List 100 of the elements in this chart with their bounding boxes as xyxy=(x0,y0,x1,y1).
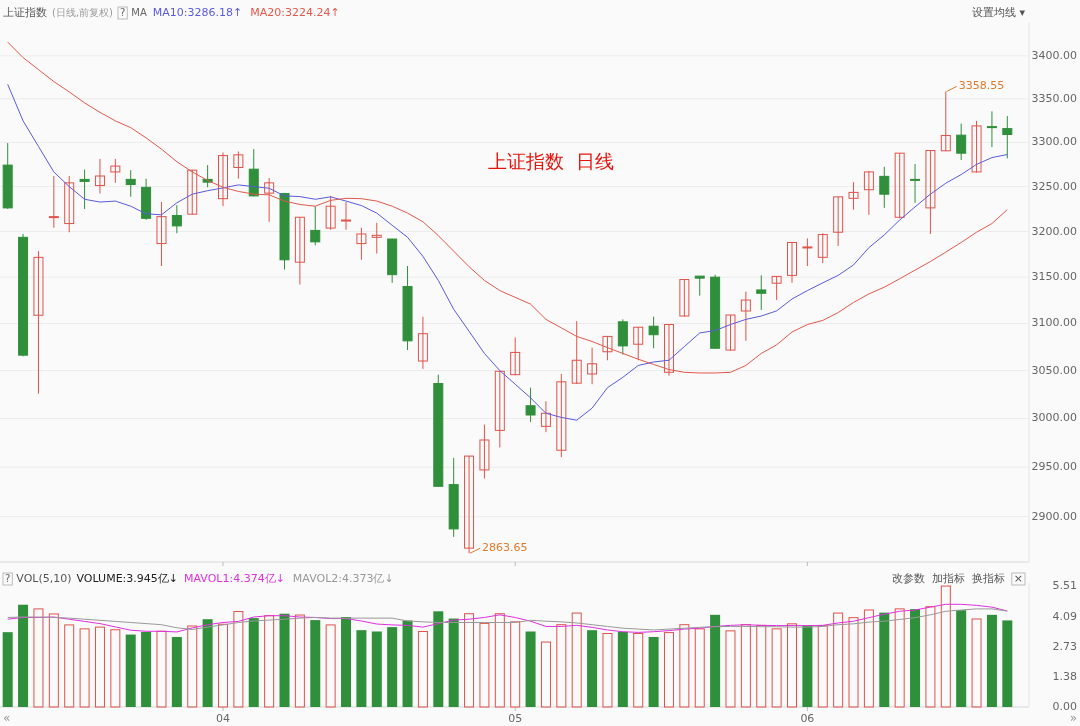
candlestick xyxy=(756,274,767,311)
bar xyxy=(694,628,705,708)
candlestick xyxy=(79,169,90,210)
candlestick xyxy=(817,232,828,264)
bar xyxy=(125,634,136,707)
bar xyxy=(294,614,305,708)
bar xyxy=(464,613,475,708)
candlestick xyxy=(787,241,798,284)
bar xyxy=(787,623,798,708)
text: MA10:3286.18↑ xyxy=(152,6,243,19)
bar xyxy=(663,632,674,708)
bar xyxy=(879,612,890,707)
bar xyxy=(110,629,121,708)
text: MA xyxy=(131,7,147,18)
bar xyxy=(894,608,905,708)
bar xyxy=(279,613,290,707)
candlestick xyxy=(525,387,536,423)
bar xyxy=(64,624,75,708)
bar xyxy=(371,631,382,707)
text: MAVOL1:4.374亿↓ xyxy=(184,572,285,585)
chart-title: 上证指数 xyxy=(3,6,47,19)
bar xyxy=(171,636,182,707)
text: MA20:3224.24↑ xyxy=(250,6,340,19)
bar xyxy=(341,617,352,707)
annotation: × xyxy=(1013,572,1023,585)
bar xyxy=(940,585,951,708)
bar xyxy=(233,611,244,708)
candlestick xyxy=(848,181,859,211)
x-tick-label: 05 xyxy=(508,712,523,725)
bar xyxy=(494,613,505,708)
bar xyxy=(633,632,644,708)
candlestick xyxy=(740,291,751,342)
candlestick xyxy=(540,400,551,433)
candlestick xyxy=(802,237,813,267)
bar xyxy=(402,620,413,707)
candlestick xyxy=(971,120,982,174)
bar xyxy=(648,636,659,707)
bar xyxy=(1002,620,1013,707)
y-tick-label: 3200.00 xyxy=(1031,224,1077,238)
candlestick xyxy=(956,123,967,161)
text: 设置均线 ▾ xyxy=(971,6,1026,19)
annotation: 2863.65 xyxy=(482,541,528,555)
bar xyxy=(571,612,582,708)
candlestick xyxy=(294,216,305,285)
y-tick-label: 2900.00 xyxy=(1031,509,1077,523)
candlestick xyxy=(771,275,782,301)
annotation: 3358.55 xyxy=(958,79,1005,93)
candlestick xyxy=(633,326,644,361)
candlestick xyxy=(187,169,198,216)
candlestick xyxy=(556,373,567,458)
y-tick-label: 3300.00 xyxy=(1031,135,1077,149)
bar xyxy=(771,628,782,708)
annotation: 改参数 xyxy=(891,572,925,585)
bar xyxy=(325,624,336,708)
text: ? xyxy=(119,7,126,18)
bar xyxy=(156,630,167,708)
candlestick xyxy=(217,151,228,207)
bar xyxy=(525,631,536,707)
y-tick-label: 3400.00 xyxy=(1031,48,1077,62)
bar xyxy=(848,617,859,708)
bar xyxy=(756,624,767,708)
annotation: ? xyxy=(5,573,11,584)
bar xyxy=(510,621,521,708)
bar xyxy=(356,630,367,707)
bar xyxy=(2,632,13,707)
annotation: 加指标 xyxy=(931,572,965,585)
candlestick xyxy=(679,278,690,317)
text: MAVOL2:4.373亿↓ xyxy=(292,572,394,585)
bar xyxy=(264,615,275,708)
bar xyxy=(617,631,628,707)
candlestick xyxy=(910,163,921,204)
annotation: 换指标 xyxy=(971,572,1005,585)
bar xyxy=(986,614,997,707)
candlestick xyxy=(356,227,367,261)
bar xyxy=(725,630,736,708)
y-tick-label: 4.09 xyxy=(1052,610,1077,624)
bar xyxy=(202,619,213,707)
annotation: 上证指数 日线 xyxy=(487,150,615,172)
candlestick xyxy=(648,316,659,349)
chart-subtitle: (日线,前复权) xyxy=(52,7,114,18)
bar xyxy=(187,625,198,708)
candlestick xyxy=(879,166,890,209)
text: « xyxy=(3,711,11,725)
bar xyxy=(556,624,567,708)
bar xyxy=(587,630,598,707)
y-tick-label: 3250.00 xyxy=(1031,179,1077,193)
candlestick xyxy=(171,204,182,234)
candlestick xyxy=(64,175,75,233)
bar xyxy=(863,609,874,708)
candlestick xyxy=(33,250,44,395)
candlestick xyxy=(417,316,428,370)
y-tick-label: 1.38 xyxy=(1052,669,1077,683)
bar xyxy=(448,618,459,707)
bar xyxy=(710,614,721,707)
candlestick xyxy=(264,177,275,223)
candlestick xyxy=(125,169,136,198)
candlestick xyxy=(833,196,844,247)
bar xyxy=(94,626,105,708)
candlestick xyxy=(48,175,59,229)
candlestick xyxy=(371,222,382,254)
